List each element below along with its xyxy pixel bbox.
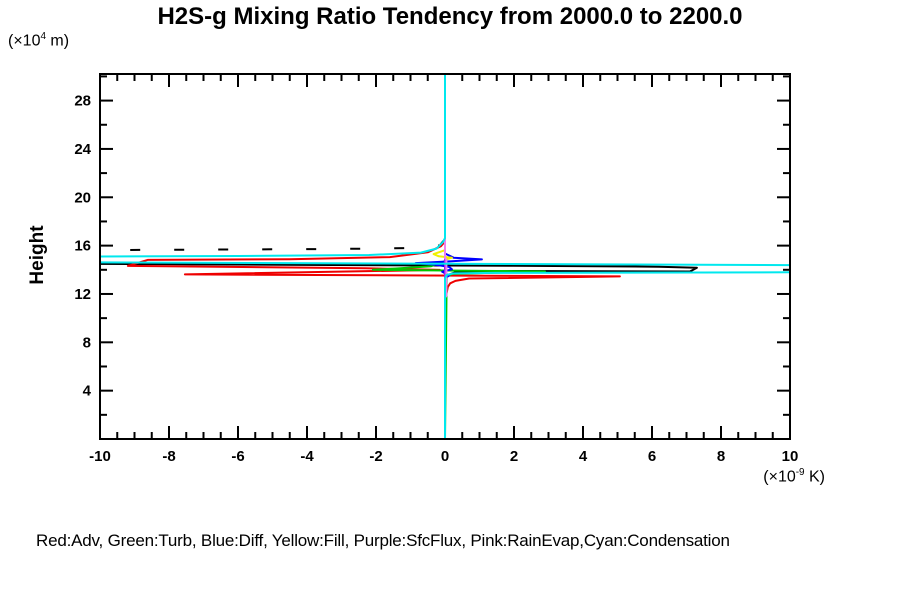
y-unit-base: (×10 <box>8 32 41 50</box>
y-tick-label: 16 <box>74 238 91 255</box>
series-group <box>100 74 790 439</box>
series-total <box>100 262 698 439</box>
series-total-upper <box>100 238 446 252</box>
x-tick-label: 8 <box>717 448 725 465</box>
series-condensation <box>100 74 790 439</box>
series-color-key: Red:Adv, Green:Turb, Blue:Diff, Yellow:F… <box>36 531 730 550</box>
x-tick-label: -10 <box>89 448 111 465</box>
y-tick-label: 8 <box>83 334 91 351</box>
x-tick-label: -8 <box>162 448 175 465</box>
y-tick-label: 12 <box>74 286 91 303</box>
x-unit-base: (×10 <box>763 468 796 486</box>
x-axis-units: (×10-9 K) <box>695 467 825 486</box>
x-tick-label: -4 <box>300 448 314 465</box>
x-tick-label: 2 <box>510 448 518 465</box>
x-tick-label: 4 <box>579 448 588 465</box>
plot-border <box>99 73 791 440</box>
y-tick-label: 28 <box>74 93 91 110</box>
x-tick-label: 0 <box>441 448 449 465</box>
y-unit-exponent: 4 <box>40 31 46 42</box>
x-unit-exponent: -9 <box>795 467 805 478</box>
x-unit-suffix: K) <box>804 468 825 486</box>
x-tick-label: -2 <box>369 448 382 465</box>
y-unit-suffix: m) <box>45 32 70 50</box>
y-tick-label: 24 <box>74 141 91 158</box>
y-tick-label: 20 <box>74 189 91 206</box>
y-tick-label: 4 <box>83 383 92 400</box>
series-fill <box>432 74 453 439</box>
x-tick-label: -6 <box>231 448 244 465</box>
x-tick-label: 6 <box>648 448 656 465</box>
x-tick-label: 10 <box>782 448 799 465</box>
chart-title: H2S-g Mixing Ratio Tendency from 2000.0 … <box>157 3 743 30</box>
y-axis-units: (×104 m) <box>8 31 69 50</box>
